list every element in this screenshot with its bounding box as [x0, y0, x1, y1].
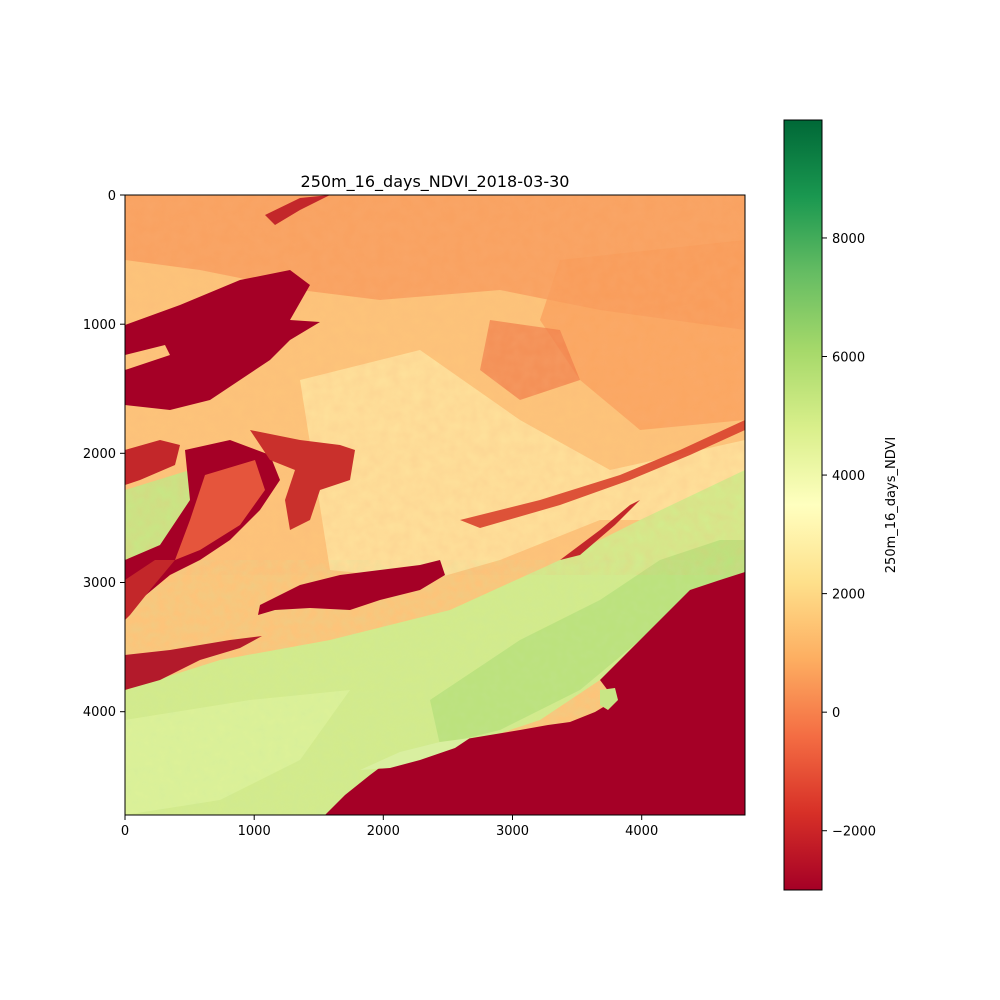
y-tick-label: 0 — [108, 189, 116, 204]
colorbar-tick-label: 6000 — [832, 351, 865, 366]
raster-lake-north-strip — [265, 195, 330, 225]
plot-frame — [124, 194, 746, 816]
y-tick-label: 3000 — [83, 576, 116, 591]
colorbar-tick-label: −2000 — [832, 825, 876, 840]
colorbar: −2000 0 2000 4000 6000 8000 250m_16_days_NDVI — [783, 119, 899, 891]
x-axis: 0 1000 2000 3000 4000 — [121, 815, 658, 839]
raster-river-channel — [560, 500, 640, 560]
raster-lake-west-lower — [125, 636, 262, 690]
x-tick-label: 0 — [121, 824, 129, 839]
chart-title: 250m_16_days_NDVI_2018-03-30 — [301, 172, 570, 192]
raster-lake-main — [258, 560, 445, 615]
raster-cape — [600, 688, 618, 710]
raster-peninsula — [360, 738, 470, 770]
colorbar-ticks: −2000 0 2000 4000 6000 8000 — [822, 232, 876, 840]
y-tick-label: 1000 — [83, 318, 116, 333]
y-axis: 0 1000 2000 3000 4000 — [83, 189, 125, 720]
colorbar-tick-label: 4000 — [832, 469, 865, 484]
x-tick-label: 3000 — [496, 824, 529, 839]
colorbar-tick-label: 0 — [832, 706, 840, 721]
raster-lake-west-mid — [125, 560, 175, 620]
raster-lake-northwest — [125, 270, 320, 410]
raster-lake-inner — [175, 460, 265, 560]
raster-river — [460, 420, 745, 528]
raster-lake-central-2 — [125, 440, 180, 485]
colorbar-tick-label: 8000 — [832, 232, 865, 247]
y-tick-label: 4000 — [83, 705, 116, 720]
x-tick-label: 1000 — [238, 824, 271, 839]
y-tick-label: 2000 — [83, 447, 116, 462]
x-tick-label: 2000 — [367, 824, 400, 839]
colorbar-label: 250m_16_days_NDVI — [884, 437, 899, 573]
ndvi-raster — [125, 195, 745, 815]
colorbar-gradient — [783, 119, 823, 891]
colorbar-tick-label: 2000 — [832, 588, 865, 603]
x-tick-label: 4000 — [625, 824, 658, 839]
raster-lake-east — [250, 430, 355, 530]
